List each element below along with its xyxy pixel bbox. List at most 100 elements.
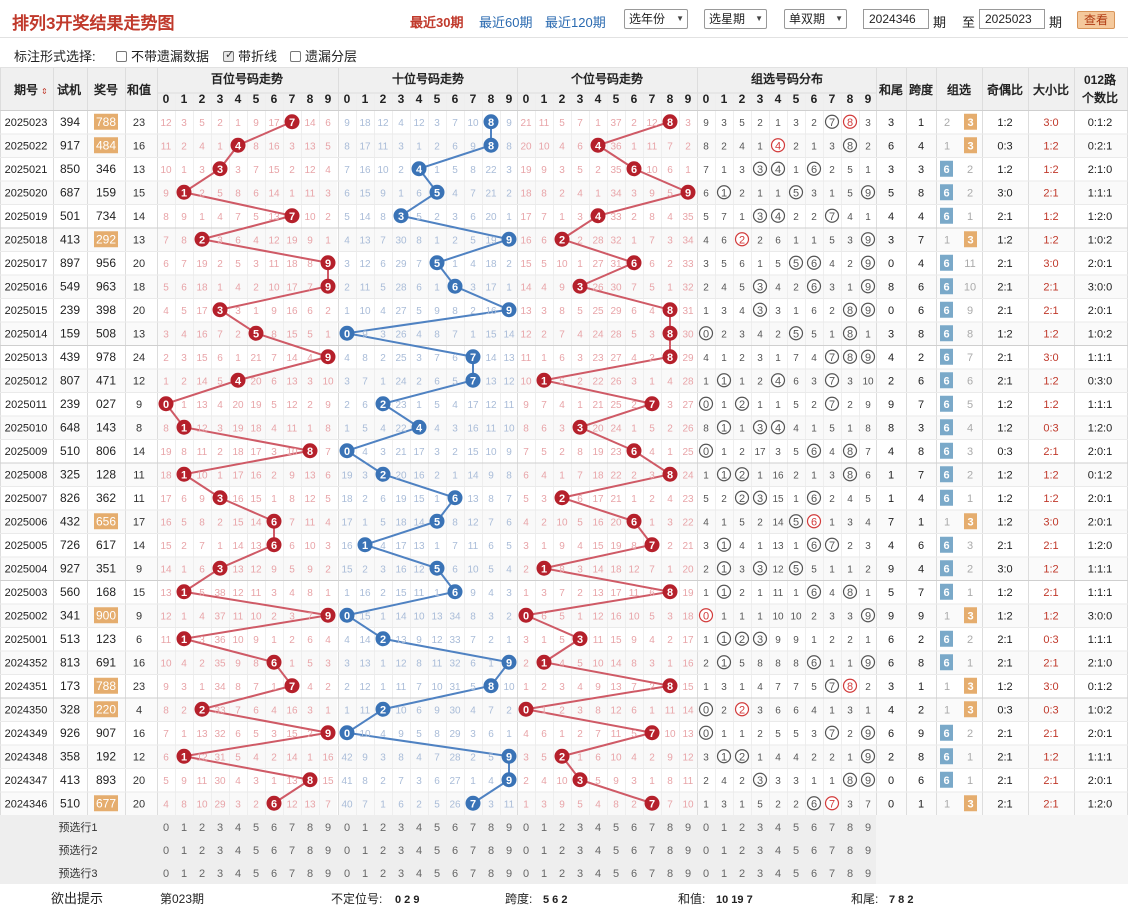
miss-value: 10: [250, 611, 262, 622]
pre-select-digit: 4: [595, 868, 601, 880]
group-miss: 1: [967, 493, 973, 505]
group-mark-digit: 0: [703, 610, 709, 622]
period-link-30[interactable]: 最近30期: [410, 15, 464, 30]
miss-value: 1: [506, 212, 512, 223]
row-span: 8: [918, 446, 924, 458]
miss-value: 4: [325, 517, 331, 528]
miss-value: 18: [341, 494, 353, 505]
pre-select-digit: 5: [434, 845, 440, 857]
digit-header: 2: [559, 92, 566, 106]
miss-value: 7: [541, 400, 547, 411]
miss-value: 30: [682, 329, 694, 340]
row-bg: [876, 345, 1128, 369]
option-layer[interactable]: 遗漏分层: [290, 46, 357, 65]
ball-units: [644, 396, 660, 412]
miss-value: 19: [682, 588, 694, 599]
row-prize: 893: [96, 773, 116, 787]
miss-value: 6: [163, 752, 169, 763]
group-badge-text: 6: [943, 258, 949, 270]
checkbox-icon[interactable]: [290, 51, 301, 62]
group-badge: [964, 795, 977, 812]
miss-value: 1: [703, 682, 709, 693]
miss-value: 10: [431, 682, 443, 693]
pre-select-digit: 0: [703, 822, 709, 834]
miss-value: 8: [703, 423, 709, 434]
ball-hundreds: [320, 278, 336, 294]
miss-value: 2: [217, 517, 223, 528]
ball-tens: [447, 278, 463, 294]
miss-value: 34: [610, 188, 622, 199]
pre-select-digit: 9: [685, 845, 691, 857]
ball-digit: 3: [577, 422, 583, 434]
miss-value: 12: [592, 611, 604, 622]
miss-value: 5: [235, 259, 241, 270]
view-button[interactable]: 查看: [1077, 11, 1115, 29]
period-link-120[interactable]: 最近120期: [545, 15, 606, 30]
footer-span: 跨度:: [505, 891, 532, 906]
pre-select-digit: 1: [181, 845, 187, 857]
zone-header-hundreds: 百位号码走势: [211, 71, 283, 86]
period-link-60[interactable]: 最近60期: [479, 15, 533, 30]
row-period: 2024352: [5, 657, 48, 669]
miss-value: 4: [271, 705, 277, 716]
group-mark-digit: 0: [703, 446, 709, 458]
group-mark: [806, 255, 822, 270]
checkbox-icon[interactable]: [116, 51, 127, 62]
digit-header: 7: [829, 92, 836, 106]
miss-value: 1: [541, 705, 547, 716]
miss-value: 4: [416, 329, 422, 340]
ball-digit: 1: [181, 634, 187, 646]
row-012: 0:1:2: [1088, 117, 1112, 129]
row-tail: 4: [888, 704, 894, 716]
from-issue-input[interactable]: 2024346: [863, 9, 929, 29]
year-select[interactable]: 选年份: [624, 9, 688, 29]
miss-value: 7: [595, 729, 601, 740]
checkbox-checked-icon[interactable]: [223, 48, 234, 62]
ball-digit: 4: [416, 164, 423, 176]
row-prize: 192: [96, 749, 116, 763]
group-mark-digit: 9: [865, 234, 871, 246]
pre-select-digit: 6: [271, 822, 277, 834]
digit-header: 3: [577, 92, 584, 106]
row-prize: 677: [96, 796, 116, 810]
ball-digit: 3: [217, 305, 223, 317]
row-odd-even: 3:0: [997, 563, 1012, 575]
miss-value: 12: [431, 635, 443, 646]
ball-tens: [429, 560, 445, 576]
to-issue-input[interactable]: 2025023: [979, 9, 1045, 29]
row-prize: 788: [96, 115, 116, 129]
pre-select-digit: 7: [289, 868, 295, 880]
miss-value: 8: [181, 447, 187, 458]
digit-header: 1: [721, 92, 728, 106]
row-big-small: 3:0: [1043, 117, 1058, 129]
ball-tens: [411, 161, 427, 177]
group-mark: [806, 490, 822, 505]
pre-row-bg: [0, 838, 876, 861]
pre-select-digit: 8: [488, 845, 494, 857]
odd-even-select[interactable]: 单双期: [784, 9, 847, 29]
ball-digit: 9: [325, 258, 331, 270]
miss-value: 9: [181, 776, 187, 787]
miss-value: 6: [452, 141, 458, 152]
row-trial: 173: [60, 679, 80, 693]
miss-value: 4: [380, 306, 386, 317]
miss-value: 14: [682, 705, 694, 716]
miss-value: 5: [775, 729, 781, 740]
miss-value: 3: [721, 799, 727, 810]
miss-value: 1: [541, 541, 547, 552]
miss-value: 3: [775, 306, 781, 317]
miss-value: 1: [703, 376, 709, 387]
miss-value: 27: [449, 776, 461, 787]
option-line[interactable]: 带折线: [223, 46, 277, 65]
miss-value: 1: [829, 776, 835, 787]
miss-value: 8: [506, 141, 512, 152]
ball-digit: 8: [667, 681, 673, 693]
miss-value: 5: [235, 752, 241, 763]
ball-hundreds: [194, 231, 210, 247]
ball-digit: 0: [344, 728, 350, 740]
weekday-select[interactable]: 选星期: [704, 9, 767, 29]
ball-digit: 5: [434, 187, 440, 199]
group-badge: [940, 583, 953, 600]
miss-value: 9: [506, 447, 512, 458]
option-no-miss[interactable]: 不带遗漏数据: [116, 46, 209, 65]
